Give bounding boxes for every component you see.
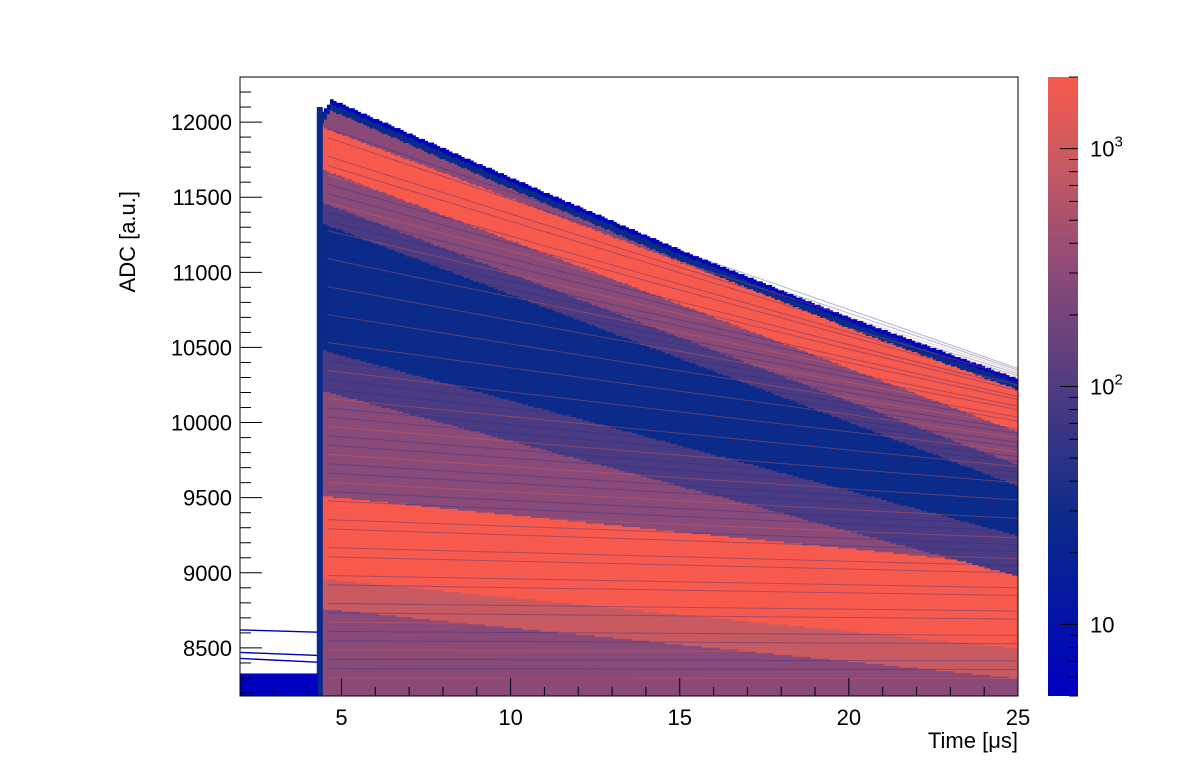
y-axis-title: ADC [a.u.] — [115, 191, 140, 292]
y-axis: 8500 9000 9500 10000 10500 11000 11500 12000 — [171, 76, 262, 694]
y-tick-label: 12000 — [171, 110, 232, 135]
x-tick-label: 15 — [667, 705, 691, 730]
colorbar-tick-label: 103 — [1090, 134, 1123, 162]
y-tick-label: 8500 — [183, 636, 232, 661]
x-tick-label: 5 — [335, 705, 347, 730]
y-tick-label: 9000 — [183, 561, 232, 586]
x-axis: 5 10 15 20 25 — [239, 678, 1030, 730]
x-tick-label: 20 — [837, 705, 861, 730]
colorbar-tick-label: 102 — [1090, 372, 1123, 400]
x-axis-title: Time [μs] — [928, 728, 1018, 753]
heatmap-data-layer — [240, 99, 1018, 696]
y-tick-label: 11500 — [172, 185, 232, 210]
colorbar-tick-label: 10 — [1090, 612, 1114, 637]
x-tick-label: 25 — [1006, 705, 1030, 730]
x-tick-label: 10 — [498, 705, 522, 730]
y-tick-label: 9500 — [183, 486, 232, 511]
plot-frame — [239, 76, 1019, 697]
y-tick-label: 10000 — [171, 411, 232, 436]
y-tick-label: 11000 — [172, 260, 232, 285]
y-tick-label: 10500 — [171, 335, 232, 360]
